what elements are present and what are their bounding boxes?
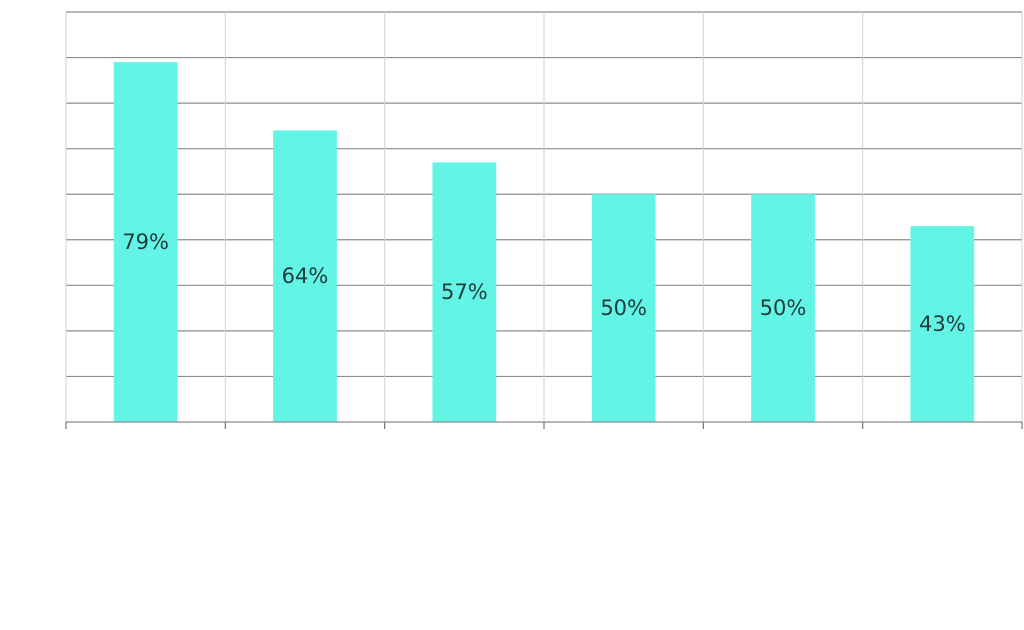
- data-label: 50%: [600, 296, 647, 320]
- data-label: 43%: [919, 312, 966, 336]
- bar: [591, 194, 656, 422]
- gridlines: [65, 11, 1023, 422]
- data-label: 79%: [122, 230, 169, 254]
- bar: [751, 194, 815, 422]
- bars: [113, 62, 975, 423]
- data-label: 50%: [760, 296, 807, 320]
- data-label: 64%: [282, 264, 329, 288]
- bar: [273, 130, 337, 422]
- data-labels: 79% 64% 57% 50% 50% 43%: [122, 230, 965, 336]
- x-axis: [65, 421, 1023, 429]
- data-label: 57%: [441, 280, 488, 304]
- bar: [432, 162, 497, 423]
- bar: [113, 62, 178, 422]
- bar: [910, 226, 975, 422]
